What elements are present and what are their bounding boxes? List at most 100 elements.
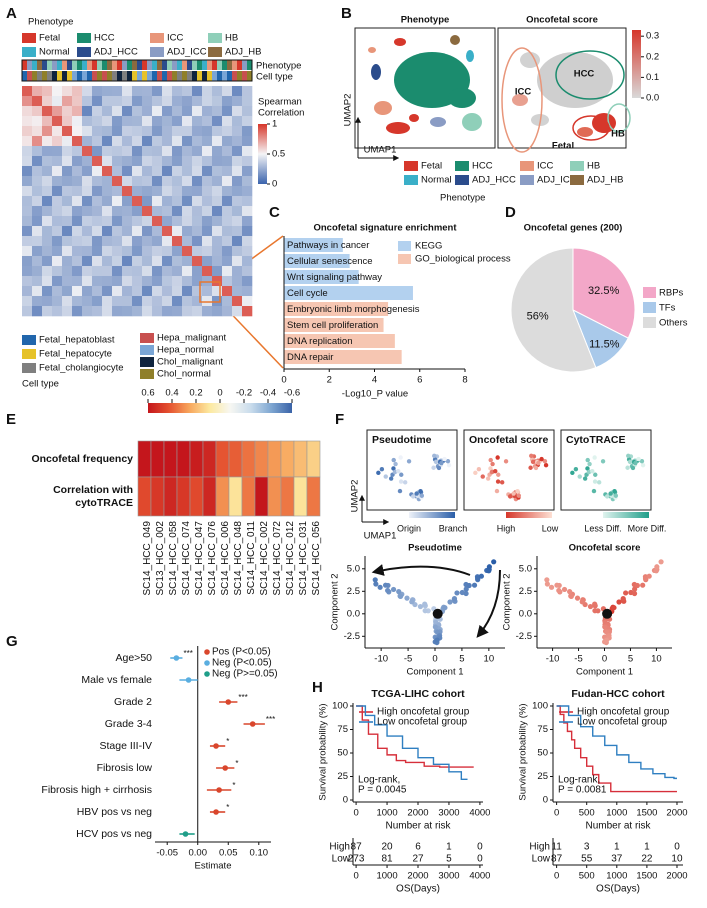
heatmap-cell <box>232 86 243 97</box>
heatmap-cell <box>22 166 33 177</box>
heatmap-cell <box>172 256 183 267</box>
heatmap-cell <box>72 156 83 167</box>
cell-type-strip <box>192 71 197 81</box>
heatmap-cell <box>202 306 213 317</box>
y-tick-label: 2.5 <box>519 586 532 597</box>
heatmap-cell <box>112 276 123 287</box>
umap-title: Pseudotime <box>372 434 432 446</box>
heatmap-cell <box>112 116 123 127</box>
y-tick-label: 0 <box>343 795 348 806</box>
legend-label: KEGG <box>415 241 442 252</box>
heatmap-cell <box>152 106 163 117</box>
heatmap-cell <box>62 196 73 207</box>
phenotype-strip <box>172 60 177 70</box>
region-label: HCC <box>574 69 595 80</box>
cell-type-strip <box>242 71 247 81</box>
heatmap-cell <box>254 440 269 478</box>
risk-count: 55 <box>581 854 593 865</box>
heatmap-cell <box>152 226 163 237</box>
trajectory-point <box>404 595 410 601</box>
umap-point <box>582 476 588 481</box>
heatmap-cell <box>132 156 143 167</box>
heatmap-cell <box>215 440 230 478</box>
phenotype-strip <box>217 60 222 70</box>
x-tick-label: 2000 <box>407 871 428 882</box>
heatmap-cell <box>212 86 223 97</box>
column-label: SC14_HCC_031 <box>298 521 309 596</box>
heatmap-cell <box>102 186 113 197</box>
heatmap-cell <box>202 176 213 187</box>
data-label: 11.5% <box>589 338 620 350</box>
heatmap-cell <box>176 476 191 517</box>
heatmap-cell <box>22 206 33 217</box>
heatmap-cell <box>152 86 163 97</box>
heatmap-cell <box>82 186 93 197</box>
heatmap-cell <box>22 176 33 187</box>
heatmap-cell <box>182 216 193 227</box>
significance: *** <box>238 693 247 702</box>
heatmap-cell <box>267 476 282 517</box>
heatmap-cell <box>182 136 193 147</box>
heatmap-cell <box>112 286 123 297</box>
heatmap-cell <box>182 166 193 177</box>
heatmap-cell <box>32 246 43 257</box>
heatmap-cell <box>172 126 183 137</box>
umap-point <box>587 461 592 467</box>
heatmap-cell <box>122 256 133 267</box>
heatmap-cell <box>82 246 93 257</box>
cell-type-strip <box>157 71 162 81</box>
bar-label: Stem cell proliferation <box>287 320 378 331</box>
heatmap-cell <box>202 216 213 227</box>
legend-label: Fetal_cholangiocyte <box>39 363 124 374</box>
branch-node <box>602 608 613 619</box>
heatmap-cell <box>102 286 113 297</box>
x-tick-label: -5 <box>574 654 582 665</box>
trajectory-point <box>471 582 478 588</box>
chart-title: TCGA-LIHC cohort <box>371 688 465 700</box>
point-estimate <box>249 721 256 727</box>
heatmap-cell <box>102 196 113 207</box>
umap-frame <box>497 27 627 149</box>
heatmap-cell <box>62 186 73 197</box>
umap-point <box>612 488 617 494</box>
trajectory-point <box>623 590 629 596</box>
legend-label: High oncofetal group <box>377 707 470 718</box>
heatmap-cell <box>132 176 143 187</box>
heatmap-cell <box>82 266 93 277</box>
heatmap-cell <box>42 246 53 257</box>
heatmap-cell <box>222 296 233 307</box>
heatmap-cell <box>162 296 173 307</box>
heatmap-cell <box>182 146 193 157</box>
heatmap-cell <box>232 186 243 197</box>
heatmap-cell <box>232 176 243 187</box>
cell-type-strip <box>162 71 167 81</box>
annotation: P = 0.0045 <box>358 785 407 796</box>
heatmap-cell <box>132 226 143 237</box>
phenotype-strip <box>52 60 57 70</box>
heatmap-cell <box>52 226 63 237</box>
heatmap-cell <box>102 136 113 147</box>
y-tick-label: 50 <box>337 748 348 759</box>
heatmap-cell <box>222 236 233 247</box>
heatmap-cell <box>222 116 233 127</box>
legend-title: Phenotype <box>440 193 485 204</box>
heatmap-cell <box>52 186 63 197</box>
heatmap-cell <box>182 96 193 107</box>
cell-type-strip <box>227 71 232 81</box>
heatmap-cell <box>142 286 153 297</box>
heatmap-cell <box>82 116 93 127</box>
heatmap-cell <box>72 296 83 307</box>
trajectory-point <box>544 581 550 587</box>
cell-type-strip <box>207 71 212 81</box>
phenotype-strip <box>132 60 137 70</box>
cell-type-strip <box>37 71 42 81</box>
trajectory-point <box>396 589 402 595</box>
heatmap-cell <box>202 196 213 207</box>
heatmap-cell <box>202 156 213 167</box>
heatmap-cell <box>112 156 123 167</box>
bar <box>284 318 384 332</box>
y-tick-label: 5.0 <box>347 563 360 574</box>
color-scale <box>506 512 552 518</box>
legend-swatch <box>140 369 154 379</box>
survival-curve <box>356 705 468 781</box>
